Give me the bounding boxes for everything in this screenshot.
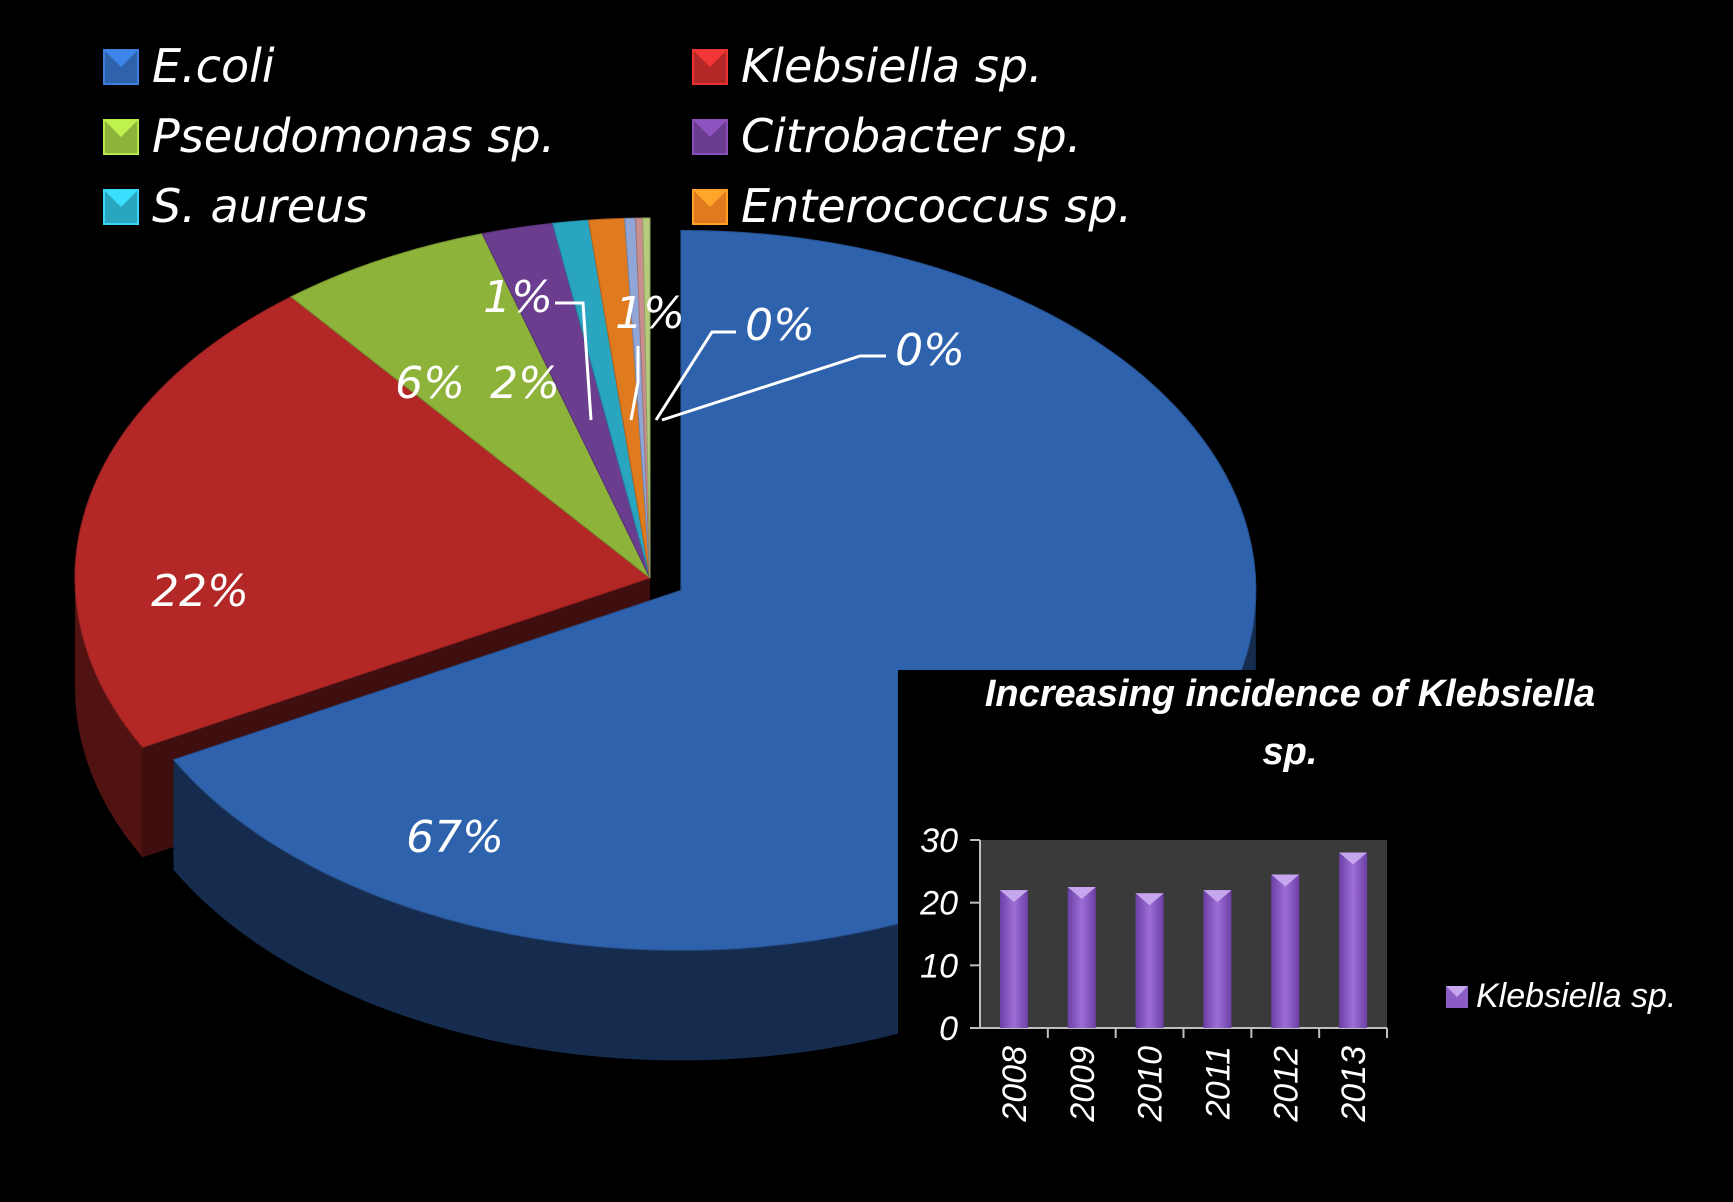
legend-swatch-bevel (693, 120, 727, 137)
pie-leader-line (555, 301, 593, 421)
legend-swatch-bevel (104, 120, 138, 137)
x-tick-label: 2013 (1335, 1046, 1373, 1123)
bar-cap (1203, 890, 1232, 903)
pie-slice (74, 296, 652, 749)
inset-title: Increasing incidence of Klebsiella sp. (985, 673, 1595, 773)
pie-data-label: 1% (483, 272, 553, 323)
bar (1203, 890, 1232, 1028)
bar (1135, 893, 1164, 1028)
x-tick-label: 2012 (1267, 1046, 1305, 1123)
inset-legend-label: Klebsiella sp. (1476, 977, 1676, 1015)
x-tick-label: 2011 (1199, 1046, 1237, 1120)
bar (1067, 887, 1096, 1028)
bar-cap (1339, 852, 1368, 865)
pie-data-labels: 67% 22% 6% 2% 1% 1% 0% 0% (151, 272, 965, 863)
bar (999, 890, 1028, 1028)
bar-cap (1135, 893, 1164, 906)
pie-leader-line (654, 330, 736, 421)
legend-item: Citrobacter sp. (692, 109, 1081, 163)
legend-swatch-bevel (104, 190, 138, 207)
bar-cap (1271, 874, 1300, 887)
pie-slice (290, 233, 651, 579)
x-tick-label: 2008 (996, 1046, 1034, 1123)
pie-data-label: 6% (395, 358, 465, 409)
x-tick-label: 2010 (1132, 1046, 1170, 1123)
legend-item: S. aureus (103, 179, 368, 233)
y-tick-label: 20 (919, 885, 958, 923)
pie-data-label: 0% (745, 300, 815, 351)
legend-swatch-bevel (1446, 986, 1468, 997)
y-tick-label: 0 (939, 1010, 958, 1048)
legend-item: Pseudomonas sp. (103, 109, 555, 163)
pie-data-label: 0% (895, 325, 965, 376)
inset-title-line: sp. (1263, 731, 1318, 773)
pie-legend: E.coli Klebsiella sp. Pseudomonas sp. Citro… (103, 39, 1132, 233)
legend-swatch-bevel (693, 50, 727, 67)
pie-slice (642, 217, 651, 579)
inset-title-line: Increasing incidence of Klebsiella (985, 673, 1595, 715)
legend-item: E.coli (103, 39, 275, 93)
legend-label: Enterococcus sp. (741, 179, 1132, 233)
y-tick-label: 10 (920, 947, 958, 985)
y-tick-label: 30 (920, 822, 958, 860)
bar (1271, 874, 1300, 1028)
legend-item: Enterococcus sp. (692, 179, 1132, 233)
legend-swatch-bevel (104, 50, 138, 67)
pie-data-label: 67% (406, 812, 504, 863)
bar (1339, 852, 1368, 1028)
legend-item: Klebsiella sp. (692, 39, 1043, 93)
pie-data-label: 22% (151, 566, 249, 617)
inset-bar-chart: Increasing incidence of Klebsiella sp. 0 10… (898, 670, 1733, 1202)
pie-leader-line (629, 346, 640, 421)
bar-cap (999, 890, 1028, 903)
bar-cap (1067, 887, 1096, 899)
plot-area (980, 840, 1387, 1028)
x-tick-label: 2009 (1064, 1046, 1102, 1123)
pie-leader-line (661, 354, 886, 422)
pie-slice-side (75, 578, 143, 858)
legend-swatch-bevel (693, 190, 727, 207)
legend-label: Klebsiella sp. (741, 39, 1043, 93)
pie-data-label: 2% (490, 358, 560, 409)
pie-data-label: 1% (615, 288, 685, 339)
legend-label: E.coli (152, 39, 275, 93)
legend-label: Citrobacter sp. (741, 109, 1081, 163)
legend-label: Pseudomonas sp. (152, 109, 555, 163)
legend-label: S. aureus (152, 179, 368, 233)
